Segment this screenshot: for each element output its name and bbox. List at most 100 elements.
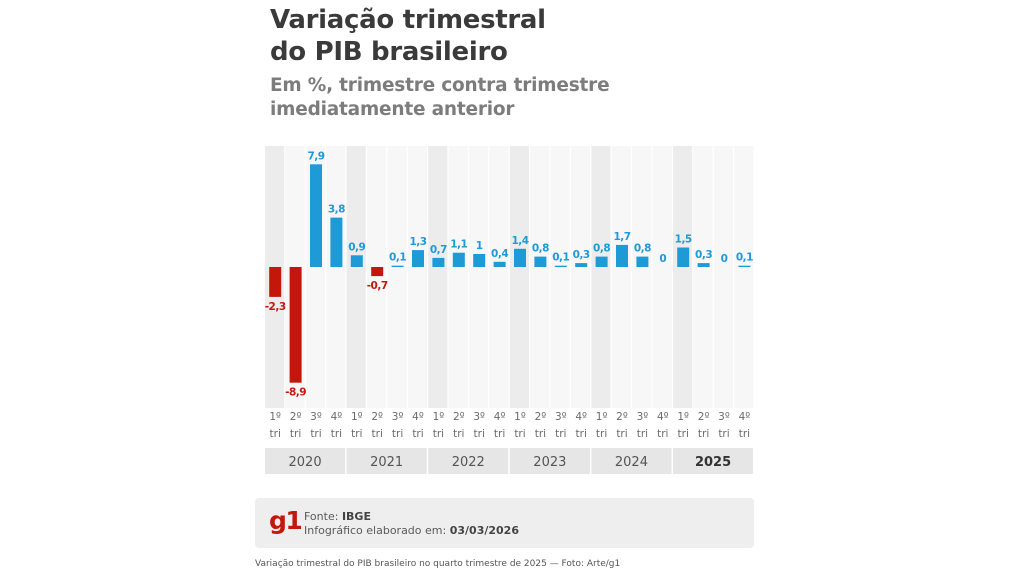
quarter-tick-label: tri	[392, 428, 403, 440]
quarter-tick-label: tri	[698, 428, 709, 440]
year-label: 2025	[695, 455, 731, 470]
quarter-tick-label: 1º	[269, 411, 281, 423]
quarter-tick-label: tri	[453, 428, 464, 440]
quarter-tick-label: 4º	[657, 411, 669, 423]
bar-value-label: 3,8	[328, 204, 345, 216]
bar-value-label: 0,1	[389, 252, 406, 264]
column-stripe	[448, 146, 468, 408]
column-stripe	[652, 146, 672, 408]
column-stripe	[693, 146, 713, 408]
bar	[371, 267, 384, 277]
quarter-tick-label: tri	[514, 428, 525, 440]
quarter-tick-label: 3º	[473, 411, 485, 423]
quarter-tick-label: tri	[576, 428, 587, 440]
quarter-tick-label: 2º	[371, 411, 383, 423]
bar	[412, 250, 424, 267]
bar	[432, 257, 445, 267]
bar	[575, 263, 588, 267]
column-stripe	[428, 146, 448, 408]
quarter-tick-label: 3º	[718, 411, 730, 423]
bar-value-label: 0,3	[573, 249, 590, 261]
bar	[534, 256, 547, 267]
column-stripe	[713, 146, 733, 408]
year-label: 2023	[533, 455, 566, 470]
quarter-tick-label: 4º	[575, 411, 587, 423]
quarter-tick-label: tri	[290, 428, 301, 440]
quarter-tick-label: tri	[494, 428, 505, 440]
bar-value-label: 1,5	[675, 234, 692, 246]
year-label: 2022	[452, 455, 485, 470]
column-stripe	[489, 146, 509, 408]
quarter-tick-label: 3º	[310, 411, 322, 423]
column-stripe	[571, 146, 591, 408]
subtitle-line-1: Em %, trimestre contra trimestre	[270, 75, 610, 96]
bar-value-label: 0	[659, 253, 666, 265]
chart-subtitle: Em %, trimestre contra trimestre imediat…	[270, 74, 610, 122]
quarter-tick-label: 2º	[698, 411, 710, 423]
column-stripe	[673, 146, 693, 408]
quarter-tick-label: 2º	[616, 411, 628, 423]
bar-value-label: 0,3	[695, 249, 712, 261]
quarter-tick-label: 2º	[453, 411, 465, 423]
quarter-tick-label: tri	[739, 428, 750, 440]
quarter-tick-label: tri	[535, 428, 546, 440]
bar-value-label: 0,8	[532, 243, 549, 255]
footer-panel: g1 Fonte: IBGE Infográfico elaborado em:…	[255, 498, 754, 548]
column-stripe	[632, 146, 652, 408]
quarter-tick-label: 4º	[739, 411, 751, 423]
quarter-tick-label: tri	[474, 428, 485, 440]
bar-value-label: -8,9	[285, 387, 306, 399]
bar	[269, 267, 282, 297]
date-line: Infográfico elaborado em: 03/03/2026	[304, 524, 519, 538]
bar-value-label: 7,9	[307, 150, 324, 162]
bar	[554, 265, 567, 267]
quarter-tick-label: tri	[718, 428, 729, 440]
bar-value-label: 0,4	[491, 248, 508, 260]
quarter-tick-label: 2º	[535, 411, 547, 423]
year-box	[591, 448, 672, 474]
quarter-tick-label: tri	[351, 428, 362, 440]
year-box	[346, 448, 427, 474]
bar	[738, 265, 751, 267]
quarter-tick-label: tri	[657, 428, 668, 440]
source-label: Fonte:	[304, 510, 339, 523]
bar	[616, 244, 628, 267]
quarter-tick-label: 4º	[494, 411, 506, 423]
quarter-tick-label: tri	[596, 428, 607, 440]
quarter-tick-label: tri	[412, 428, 423, 440]
column-stripe	[611, 146, 631, 408]
column-stripe	[509, 146, 529, 408]
quarter-tick-label: tri	[331, 428, 342, 440]
year-box	[428, 448, 509, 474]
bar	[310, 164, 322, 267]
bar-value-label: 0,1	[552, 252, 569, 264]
quarter-tick-label: tri	[555, 428, 566, 440]
bar-value-label: 1,3	[409, 236, 426, 248]
source-value: IBGE	[341, 510, 371, 523]
title-line-2: do PIB brasileiro	[270, 37, 508, 67]
bar	[677, 247, 690, 267]
bar-value-label: -0,7	[367, 280, 388, 292]
bar	[493, 261, 506, 267]
title-line-1: Variação trimestral	[270, 5, 546, 35]
column-stripe	[469, 146, 489, 408]
year-label: 2024	[615, 455, 648, 470]
quarter-tick-label: 1º	[514, 411, 526, 423]
column-stripe	[326, 146, 346, 408]
quarter-tick-label: 1º	[677, 411, 689, 423]
column-stripe	[346, 146, 366, 408]
quarter-tick-label: tri	[616, 428, 627, 440]
bar-value-label: 0,9	[348, 241, 365, 253]
date-label: Infográfico elaborado em:	[304, 524, 447, 537]
bar	[330, 217, 343, 267]
gdp-bar-chart: -2,3-8,97,93,80,9-0,70,11,30,7 1,1 10,41,4…	[265, 146, 754, 474]
bar	[289, 267, 302, 383]
year-box	[265, 448, 346, 474]
bar	[391, 265, 404, 267]
year-box	[509, 448, 590, 474]
quarter-tick-label: 3º	[392, 411, 404, 423]
quarter-tick-label: 2º	[290, 411, 302, 423]
bar	[514, 248, 526, 267]
quarter-tick-label: tri	[433, 428, 444, 440]
photo-caption: Variação trimestral do PIB brasileiro no…	[255, 559, 621, 569]
